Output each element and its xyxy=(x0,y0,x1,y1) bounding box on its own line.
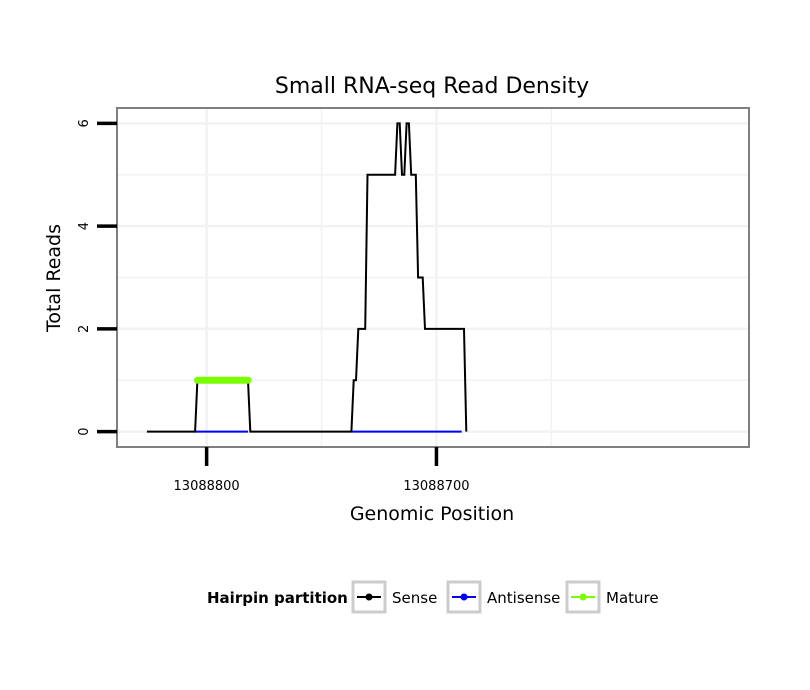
chart-title: Small RNA-seq Read Density xyxy=(275,74,589,99)
legend-key-mature xyxy=(565,580,601,614)
legend: Hairpin partition Sense Antisense Mature xyxy=(207,580,659,614)
x-tick-label: 13088800 xyxy=(174,479,240,494)
y-tick-label: 6 xyxy=(77,119,92,127)
legend-key-antisense xyxy=(446,580,482,614)
y-tick-label: 0 xyxy=(77,427,92,435)
grid xyxy=(118,109,748,446)
legend-key-sense xyxy=(351,580,387,614)
plot-panel xyxy=(116,107,750,448)
y-tick-label: 4 xyxy=(77,222,92,230)
x-tick-label: 13088700 xyxy=(403,479,469,494)
series-layer xyxy=(146,122,468,433)
y-tick-label: 2 xyxy=(77,325,92,333)
legend-label-antisense: Antisense xyxy=(487,589,560,607)
y-axis-title: Total Reads xyxy=(43,224,65,333)
legend-label-sense: Sense xyxy=(392,589,437,607)
series-line-sense xyxy=(146,122,468,433)
x-axis-title: Genomic Position xyxy=(350,503,514,525)
axes: 0 2 4 6 13088800 13088700 xyxy=(77,119,470,494)
legend-label-mature: Mature xyxy=(606,589,659,607)
legend-title: Hairpin partition xyxy=(207,589,348,607)
